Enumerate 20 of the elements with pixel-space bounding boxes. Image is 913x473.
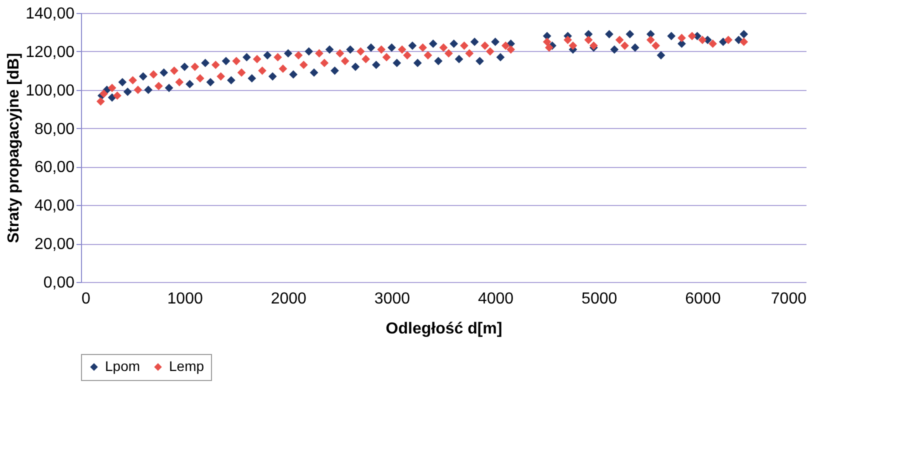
x-tick-label: 7000: [770, 290, 807, 308]
y-tick-label: 120,00: [26, 44, 75, 61]
x-tick-label: 6000: [685, 290, 721, 308]
y-tick-label: 140,00: [26, 6, 75, 22]
y-tick-label: 60,00: [34, 159, 75, 176]
y-axis-title: Straty propagacyjne [dB]: [6, 52, 23, 244]
x-tick-label: 4000: [478, 290, 514, 308]
y-tick-label: 100,00: [26, 82, 75, 100]
y-tick-label: 20,00: [34, 236, 75, 254]
y-tick-label: 0,00: [43, 274, 75, 292]
y-tick-label: 40,00: [34, 198, 75, 215]
y-tick-label: 80,00: [34, 120, 75, 138]
x-axis-title: Odległość d[m]: [386, 320, 502, 338]
legend-label: Lpom: [105, 358, 140, 374]
x-tick-label: 0: [82, 290, 90, 308]
x-tick-label: 5000: [582, 290, 618, 308]
x-tick-label: 3000: [374, 290, 410, 308]
x-tick-label: 2000: [270, 290, 307, 308]
x-tick-label: 1000: [167, 290, 203, 308]
legend-label: Lemp: [169, 358, 204, 374]
